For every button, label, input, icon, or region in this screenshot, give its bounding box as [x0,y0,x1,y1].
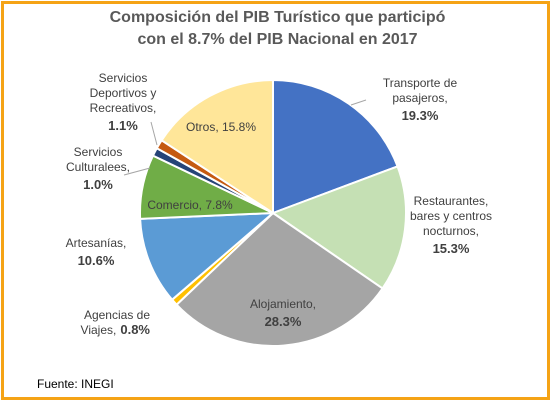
pie-slice-8 [160,78,274,215]
chart-title-line-1: Composición del PIB Turístico que partic… [109,9,446,26]
slice-label-4: Artesanías, 10.6% [66,236,127,268]
pie-slice-4 [139,211,276,302]
pie-slice-2 [175,211,384,347]
slice-label-8: Otros, 15.8% [186,120,256,134]
slice-label-5: Comercio, 7.8% [147,198,233,212]
pie-slice-0 [272,78,399,215]
slice-label-1: Restaurantes, bares y centros nocturnos, 15… [410,194,492,256]
slice-label-6: Servicios Culturalees, 1.0% [66,145,130,192]
chart-title-line-2: con el 8.7% del PIB Nacional en 2017 [137,31,418,48]
leader-line-0 [350,99,367,106]
slice-label-2: Alojamiento, 28.3% [250,297,316,329]
slice-label-0: Transporte de pasajeros, 19.3% [383,76,458,123]
source-note: Fuente: INEGI [37,377,114,391]
leader-line-6 [123,167,151,176]
slice-label-3: Agencias de Viajes, 0.8% [81,308,151,337]
slice-label-7: Servicios Deportivos y Recreativos, 1.1% [90,71,157,133]
pie-slice-1 [270,165,407,290]
leader-line-7 [150,121,158,146]
